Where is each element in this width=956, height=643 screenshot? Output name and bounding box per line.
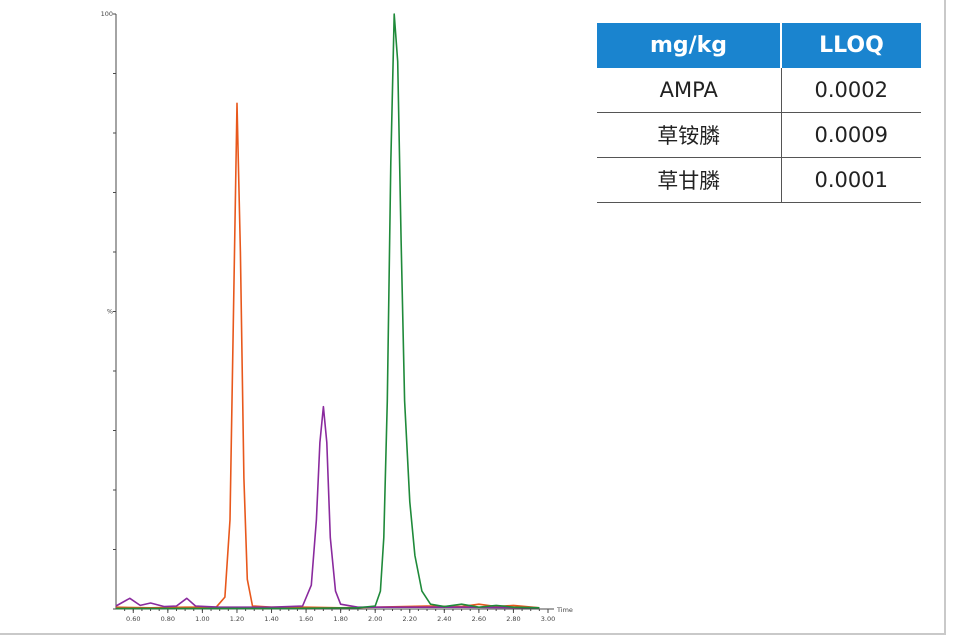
table-header-row: mg/kg LLOQ xyxy=(597,23,921,68)
x-tick-label: 1.60 xyxy=(299,615,313,623)
x-tick-label: 3.00 xyxy=(541,615,555,623)
compound-name: AMPA xyxy=(597,68,782,113)
series-line-2 xyxy=(115,405,540,609)
lloq-value: 0.0009 xyxy=(781,112,921,158)
lloq-value: 0.0001 xyxy=(781,157,921,203)
x-axis-label: Time xyxy=(556,606,573,614)
x-tick-label: 0.80 xyxy=(161,615,175,623)
x-tick-label: 1.20 xyxy=(230,615,244,623)
x-tick-label: 2.60 xyxy=(472,615,486,623)
series-line-1 xyxy=(115,102,540,609)
series-line-3 xyxy=(116,13,540,610)
compound-name: 草铵膦 xyxy=(597,112,782,158)
header-unit: mg/kg xyxy=(597,23,782,68)
x-tick-label: 0.60 xyxy=(126,615,140,623)
table-row: 草铵膦 0.0009 xyxy=(597,112,921,158)
lloq-table: mg/kg LLOQ AMPA 0.0002 草铵膦 0.0009 草甘膦 0.… xyxy=(597,23,921,203)
x-tick-label: 1.40 xyxy=(264,615,278,623)
table-row: 草甘膦 0.0001 xyxy=(597,157,921,203)
x-tick-label: 1.80 xyxy=(333,615,347,623)
lloq-value: 0.0002 xyxy=(781,68,921,113)
table-row: AMPA 0.0002 xyxy=(597,68,921,113)
x-tick-label: 1.00 xyxy=(195,615,209,623)
x-tick-label: 2.20 xyxy=(403,615,417,623)
header-lloq: LLOQ xyxy=(781,23,921,68)
x-tick-label: 2.00 xyxy=(368,615,382,623)
chromatogram-chart: 100% 0.60 0.80 1.00 1.20 1.40 1.60 1.80 2.00 2.20… xyxy=(101,10,573,623)
y-axis-unit-label: % xyxy=(107,308,113,316)
x-tick-label: 2.40 xyxy=(437,615,451,623)
image-frame xyxy=(0,0,946,635)
compound-name: 草甘膦 xyxy=(597,157,782,203)
x-tick-label: 2.80 xyxy=(506,615,520,623)
y-tick-label: 100 xyxy=(101,10,113,18)
